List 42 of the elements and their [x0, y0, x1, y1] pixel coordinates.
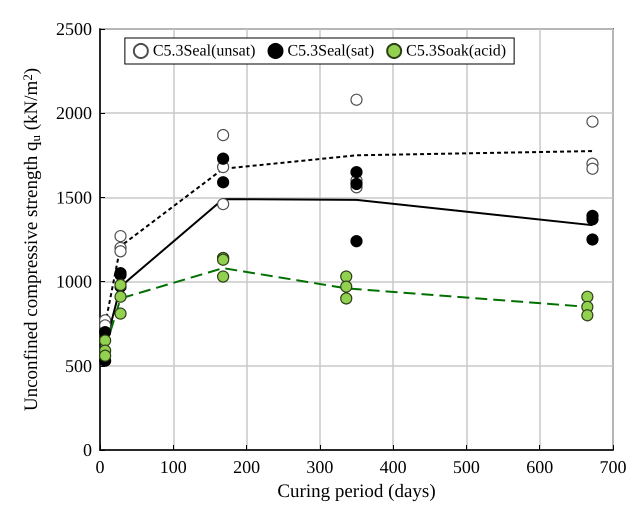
x-tick-label: 400 — [380, 457, 407, 477]
point — [340, 280, 352, 293]
point — [114, 290, 127, 303]
x-tick-label: 500 — [452, 457, 480, 477]
point — [581, 290, 594, 303]
x-tick-label: 700 — [600, 457, 626, 477]
legend-label: C5.3Soak(acid) — [406, 42, 506, 60]
point — [99, 350, 112, 362]
point — [350, 94, 363, 106]
legend-label: C5.3Seal(unsat) — [152, 42, 256, 60]
x-tick-label: 100 — [160, 457, 187, 477]
y-axis-title: Unconfined compressive strength qu (kN/m2) — [20, 68, 43, 412]
point — [217, 128, 230, 142]
y-tick-label: 2500 — [56, 19, 92, 39]
y-tick-label: 1000 — [56, 272, 92, 292]
point — [581, 309, 594, 322]
y-tick-label: 500 — [65, 356, 92, 376]
x-axis-title: Curing period (days) — [277, 481, 436, 502]
point — [217, 270, 230, 283]
point — [114, 308, 127, 320]
point — [217, 152, 230, 165]
point — [340, 270, 352, 283]
point — [99, 334, 112, 347]
x-tick-label: 600 — [526, 457, 554, 477]
point — [114, 245, 127, 258]
y-tick-label: 0 — [83, 440, 92, 460]
point — [340, 292, 352, 305]
point — [350, 235, 363, 248]
x-tick-label: 300 — [306, 457, 334, 477]
x-tick-label: 0 — [96, 457, 104, 477]
point — [586, 162, 599, 175]
point — [350, 178, 363, 190]
point — [586, 116, 599, 128]
x-tick-label: 200 — [233, 457, 260, 477]
point — [217, 176, 230, 188]
y-tick-label: 1500 — [56, 187, 92, 208]
point — [217, 198, 230, 210]
point — [350, 166, 363, 178]
point — [114, 230, 127, 242]
point — [586, 233, 599, 246]
y-tick-label: 2000 — [56, 103, 92, 124]
legend-label: C5.3Seal(sat) — [288, 42, 374, 60]
